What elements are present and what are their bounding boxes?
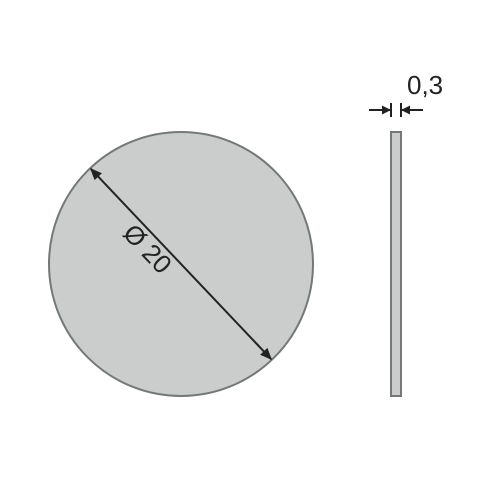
disc-side-view <box>391 132 401 396</box>
arrowhead-icon <box>401 106 410 115</box>
thickness-label: 0,3 <box>407 70 443 101</box>
arrowhead-icon <box>382 106 391 115</box>
